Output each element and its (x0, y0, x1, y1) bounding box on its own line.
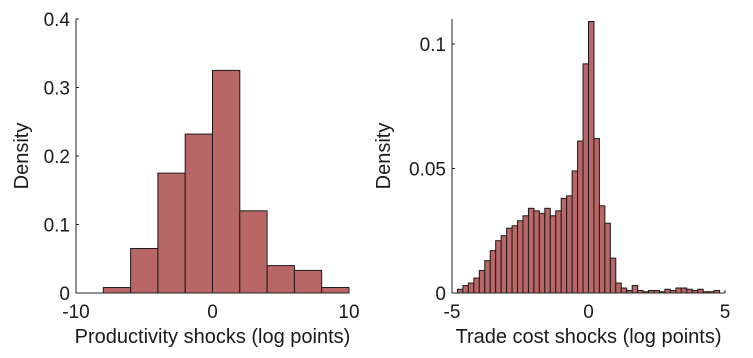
histogram-bar (544, 207, 551, 294)
histogram-bar (588, 20, 595, 294)
histogram-bar (467, 282, 475, 294)
y-tick-label: 0.2 (44, 147, 70, 168)
histogram-bar (506, 227, 513, 294)
histogram-bar (462, 285, 469, 294)
y-tick-label: 0.1 (44, 216, 70, 237)
histogram-bar (239, 210, 268, 294)
histogram-bar (598, 205, 606, 294)
histogram-bar (664, 288, 671, 294)
y-axis-label: Density (11, 123, 33, 190)
histogram-bar (527, 207, 535, 294)
histogram-bar (680, 287, 688, 294)
histogram-bar (484, 260, 491, 294)
histogram-bar (517, 220, 524, 294)
x-tick-label: -10 (62, 302, 89, 323)
histogram-bar (495, 240, 502, 294)
y-axis-label: Density (373, 123, 395, 190)
histogram-bar (500, 235, 508, 294)
histogram-bar (560, 197, 568, 294)
histogram-bar (184, 133, 213, 294)
histogram-bar (157, 172, 186, 294)
histogram-bar (212, 69, 241, 294)
y-tick-label: 0 (59, 284, 70, 305)
histogram-bar (697, 288, 704, 294)
histogram-bar (321, 287, 350, 294)
y-tick-label: 0.1 (420, 35, 446, 56)
x-tick-label: 10 (338, 302, 359, 323)
histogram-bar (686, 288, 693, 294)
y-tick-label: 0.05 (409, 159, 446, 180)
histogram-bar (615, 282, 622, 294)
x-tick-label: 0 (207, 302, 218, 323)
x-axis-label: Trade cost shocks (log points) (455, 326, 721, 348)
histogram-bar (102, 287, 132, 294)
histogram-bar (675, 287, 682, 294)
y-tick-label: 0.4 (44, 10, 71, 31)
histogram-bar (522, 215, 529, 294)
histogram-bar (609, 257, 617, 294)
histogram-bar (266, 265, 295, 294)
histogram-bar (478, 270, 486, 294)
y-tick-label: 0.3 (44, 79, 70, 100)
histogram-bar (549, 215, 557, 294)
histogram-bar (456, 288, 464, 294)
histogram-bar (620, 287, 628, 294)
histogram-bar (538, 212, 546, 294)
histogram-bar (577, 140, 584, 294)
histogram-bar (533, 210, 540, 294)
x-tick-label: 5 (720, 302, 731, 323)
histogram-bar (511, 225, 519, 294)
histogram-bar (582, 63, 589, 294)
histogram-bar (130, 247, 159, 294)
histogram-bar (293, 269, 323, 294)
histogram-bar (604, 222, 611, 294)
x-tick-label: 0 (583, 302, 594, 323)
histogram-bar (473, 277, 480, 294)
y-tick-label: 0 (435, 284, 446, 305)
histogram-bar (593, 138, 600, 294)
histogram-bar (571, 170, 579, 294)
histogram-bar (489, 250, 497, 294)
histogram-bar (566, 195, 573, 294)
x-tick-label: -5 (444, 302, 461, 323)
histogram-bar (631, 285, 639, 294)
histogram-bar (555, 210, 562, 294)
x-axis-label: Productivity shocks (log points) (75, 326, 351, 348)
